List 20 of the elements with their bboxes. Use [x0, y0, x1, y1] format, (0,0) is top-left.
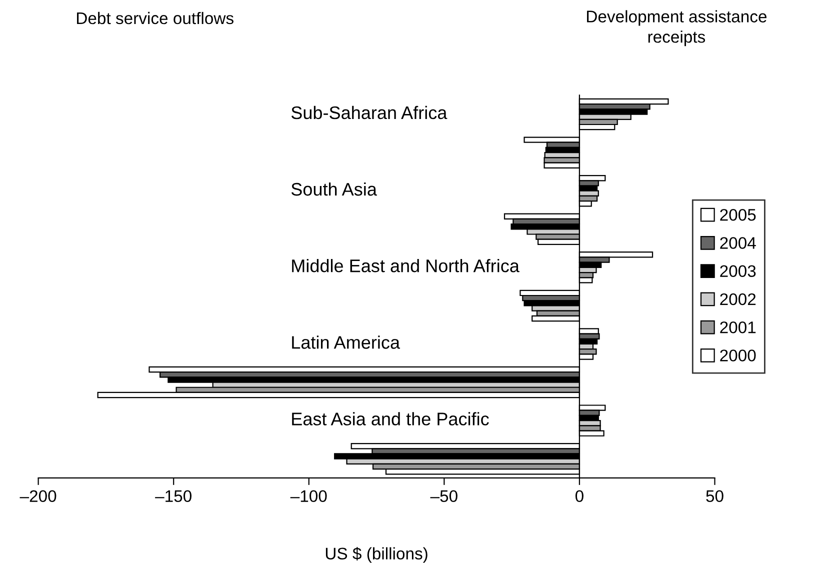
- y-tick-label: South Asia: [291, 182, 377, 196]
- legend-label: 2004: [720, 237, 756, 249]
- y-tick-label: Sub-Saharan Africa: [291, 106, 448, 120]
- text: Debt service outflows: [77, 12, 234, 24]
- legend-label: 2005: [720, 208, 756, 221]
- legend-label: 2000: [720, 350, 756, 362]
- legend-label: 2001: [720, 321, 756, 334]
- x-tick-label: –150: [155, 490, 192, 502]
- x-tick-label: –50: [430, 490, 458, 502]
- x-tick-label: –200: [20, 490, 56, 502]
- x-tick-label: 50: [706, 490, 724, 502]
- legend-label: 2003: [720, 265, 756, 278]
- x-tick-label: 0: [575, 490, 584, 502]
- text: Development assistance receipts: [587, 10, 767, 46]
- x-axis-title: US $ (billions): [326, 546, 428, 563]
- y-tick-label: Latin America: [292, 336, 400, 349]
- y-tick-label: East Asia and the Pacific: [292, 412, 489, 426]
- y-tick-label: Middle East and North Africa: [292, 259, 520, 272]
- x-tick-label: –100: [290, 490, 327, 502]
- legend-label: 2002: [720, 293, 756, 306]
